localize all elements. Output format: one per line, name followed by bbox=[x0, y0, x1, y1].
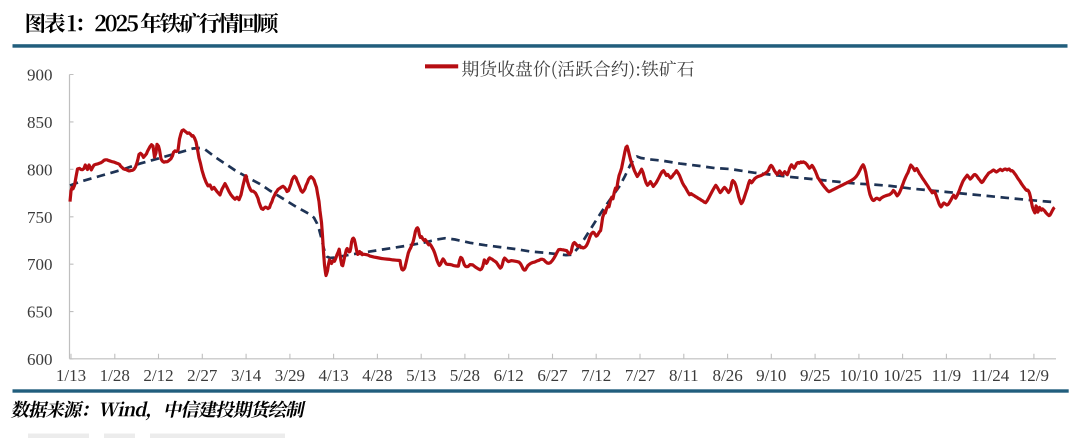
svg-text:7/12: 7/12 bbox=[581, 366, 611, 385]
svg-text:700: 700 bbox=[27, 255, 53, 274]
svg-text:900: 900 bbox=[27, 66, 53, 85]
svg-text:1/28: 1/28 bbox=[100, 366, 130, 385]
svg-text:650: 650 bbox=[27, 303, 53, 322]
svg-text:7/27: 7/27 bbox=[625, 366, 656, 385]
svg-text:10/25: 10/25 bbox=[883, 366, 922, 385]
svg-text:5/13: 5/13 bbox=[406, 366, 436, 385]
svg-text:12/9: 12/9 bbox=[1019, 366, 1049, 385]
svg-text:6/27: 6/27 bbox=[537, 366, 568, 385]
svg-text:2/12: 2/12 bbox=[143, 366, 173, 385]
svg-text:6/12: 6/12 bbox=[494, 366, 524, 385]
svg-text:8/26: 8/26 bbox=[712, 366, 742, 385]
svg-text:750: 750 bbox=[27, 208, 53, 227]
svg-text:4/28: 4/28 bbox=[362, 366, 392, 385]
svg-text:4/13: 4/13 bbox=[318, 366, 348, 385]
svg-text:3/29: 3/29 bbox=[275, 366, 305, 385]
svg-text:11/24: 11/24 bbox=[971, 366, 1010, 385]
svg-text:5/28: 5/28 bbox=[450, 366, 480, 385]
svg-text:8/11: 8/11 bbox=[669, 366, 699, 385]
svg-text:850: 850 bbox=[27, 113, 53, 132]
svg-text:9/10: 9/10 bbox=[756, 366, 786, 385]
svg-text:11/9: 11/9 bbox=[932, 366, 962, 385]
svg-text:3/14: 3/14 bbox=[231, 366, 262, 385]
svg-text:600: 600 bbox=[27, 350, 53, 369]
svg-text:800: 800 bbox=[27, 160, 53, 179]
svg-text:1/13: 1/13 bbox=[56, 366, 86, 385]
svg-text:9/25: 9/25 bbox=[800, 366, 830, 385]
svg-text:10/10: 10/10 bbox=[840, 366, 879, 385]
svg-text:2/27: 2/27 bbox=[187, 366, 218, 385]
